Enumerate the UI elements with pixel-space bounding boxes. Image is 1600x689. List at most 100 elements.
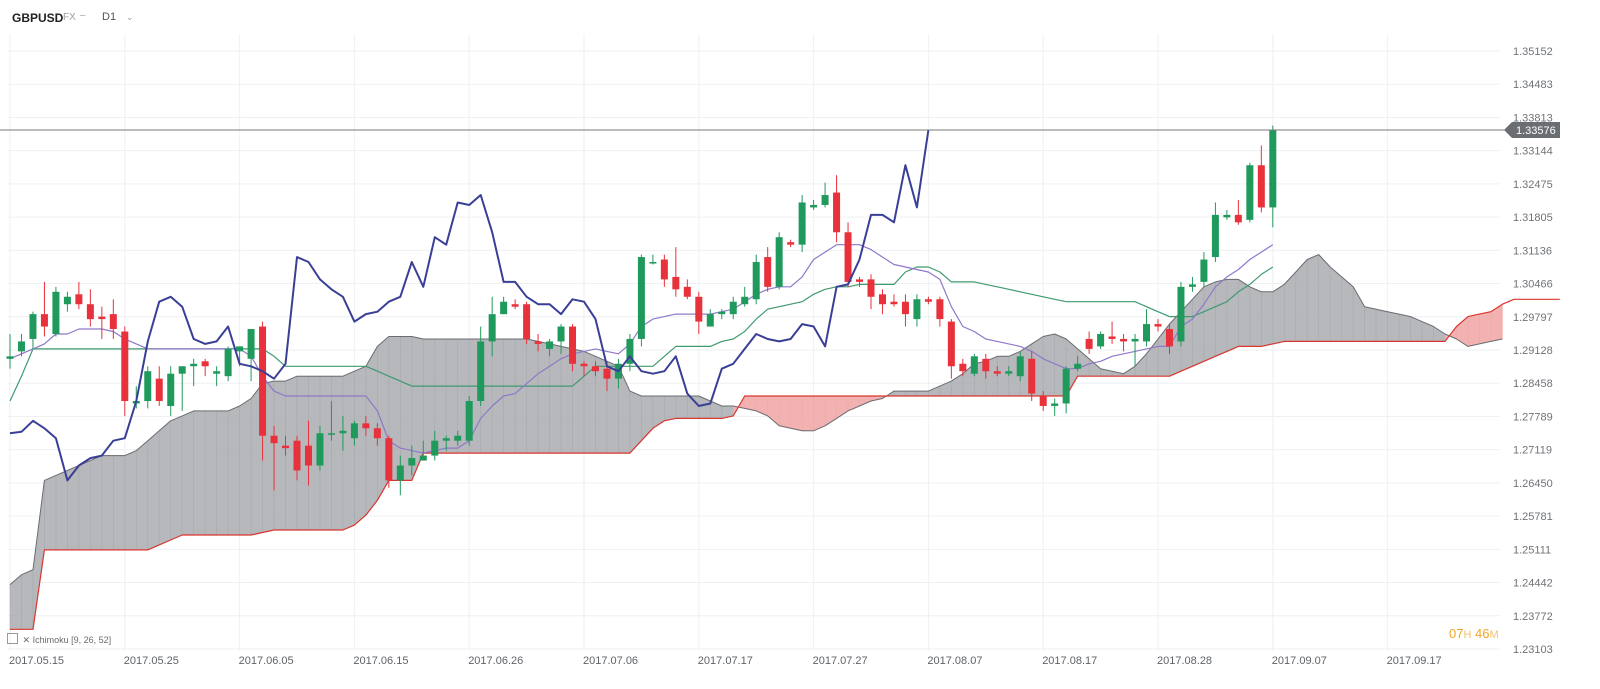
candle-body: [1165, 329, 1173, 347]
candle-body: [729, 301, 737, 315]
kumo-cloud-segment: [170, 415, 183, 541]
kumo-cloud-segment: [537, 341, 550, 454]
kumo-cloud-segment: [1261, 291, 1274, 347]
kumo-cloud-segment: [331, 375, 344, 531]
candle-body: [534, 341, 542, 344]
candle-body: [970, 356, 978, 374]
kumo-cloud-segment: [193, 410, 206, 536]
candle-body: [591, 366, 599, 372]
indicator-close-icon[interactable]: ✕: [22, 635, 31, 645]
kumo-cloud-segment: [514, 338, 527, 454]
kumo-cloud-segment: [1387, 311, 1400, 342]
kumo-cloud-segment: [1226, 279, 1239, 352]
candle-body: [201, 361, 209, 367]
kumo-cloud-segment: [434, 338, 447, 454]
candle-body: [1005, 371, 1013, 374]
kumo-cloud-segment: [90, 455, 103, 551]
candle-body: [901, 301, 909, 315]
kumo-cloud-segment: [354, 365, 367, 526]
kumo-cloud-segment: [55, 470, 68, 551]
timer-minutes-unit: M: [1489, 629, 1499, 641]
timeframe-chevron-down-icon[interactable]: ⌄: [126, 12, 134, 22]
candle-body: [109, 314, 117, 330]
kumo-cloud-segment: [1203, 281, 1216, 362]
x-axis-tick-label: 2017.06.15: [353, 655, 408, 667]
candle-body: [454, 435, 462, 441]
x-axis-tick-label: 2017.06.05: [239, 655, 294, 667]
timer-minutes: 46: [1475, 626, 1490, 641]
candle-body: [431, 440, 439, 456]
kumo-cloud-segment: [1352, 285, 1365, 342]
x-axis-tick-label: 2017.08.17: [1042, 655, 1097, 667]
kumo-cloud-segment: [273, 380, 286, 531]
x-axis-tick-label: 2017.07.06: [583, 655, 638, 667]
candle-body: [511, 304, 519, 307]
x-axis-tick-label: 2017.05.15: [9, 655, 64, 667]
kumo-cloud-segment: [1249, 286, 1262, 347]
candle-body: [924, 299, 932, 302]
kumo-cloud-segment: [491, 338, 504, 454]
timeframe-selector[interactable]: D1: [102, 11, 117, 23]
candle-body: [1269, 130, 1277, 208]
kumo-cloud-segment: [124, 450, 137, 551]
x-axis-tick-label: 2017.05.25: [124, 655, 179, 667]
candle-body: [236, 346, 244, 352]
kumo-cloud-segment: [422, 338, 436, 454]
kumo-cloud-segment: [664, 395, 677, 422]
candle-body: [500, 301, 508, 315]
kumo-cloud-segment: [813, 395, 826, 432]
candle-body: [649, 262, 657, 264]
candle-body: [167, 373, 175, 406]
candle-body: [569, 326, 577, 364]
candle-body: [810, 204, 818, 208]
candle-body: [270, 435, 278, 444]
timer-hours-unit: H: [1463, 629, 1472, 641]
candle-body: [213, 371, 221, 374]
candle-body: [959, 363, 967, 372]
kumo-cloud-segment: [181, 410, 194, 536]
kumo-cloud-segment: [1077, 348, 1090, 377]
candle-body: [121, 331, 129, 401]
market-label: FX: [63, 12, 76, 23]
candle-body: [982, 358, 990, 372]
candle-body: [706, 314, 714, 327]
kumo-cloud-segment: [147, 430, 160, 551]
symbol-selector[interactable]: GBPUSD: [12, 11, 64, 25]
kumo-cloud-segment: [996, 356, 1010, 397]
y-axis-tick-label: 1.27119: [1513, 445, 1552, 457]
y-axis-tick-label: 1.34483: [1513, 79, 1553, 91]
candle-body: [1188, 284, 1196, 287]
market-dropdown-icon[interactable]: –: [80, 10, 86, 21]
x-axis-tick-label: 2017.09.07: [1272, 655, 1327, 667]
candle-body: [1200, 259, 1208, 282]
kumo-cloud-segment: [1146, 338, 1159, 377]
candle-body: [764, 257, 772, 287]
candle-body: [304, 445, 312, 466]
indicator-params: [9, 26, 52]: [71, 635, 112, 645]
candle-body: [913, 299, 921, 320]
kumo-cloud-segment: [1433, 325, 1446, 342]
candle-body: [844, 232, 852, 282]
kumo-cloud-segment: [1042, 333, 1055, 397]
candle-body: [1211, 214, 1219, 258]
timer-hours: 07: [1449, 626, 1464, 641]
chikou-span-line: [9, 129, 930, 482]
candle-body: [821, 195, 829, 205]
candle-body: [29, 314, 37, 339]
indicator-settings-icon[interactable]: [7, 633, 18, 644]
kumo-cloud-segment: [652, 395, 665, 429]
candle-body: [947, 321, 955, 367]
kumo-cloud-segment: [239, 397, 252, 536]
candle-body: [293, 440, 301, 471]
candle-body: [1223, 214, 1231, 218]
y-axis-tick-label: 1.24442: [1513, 578, 1553, 590]
candle-body: [282, 445, 290, 449]
kumo-cloud-segment: [916, 390, 929, 397]
candle-body: [75, 294, 83, 305]
candle-body: [488, 314, 496, 342]
y-axis-tick-label: 1.31136: [1513, 245, 1552, 257]
candle-body: [546, 341, 554, 349]
candle-body: [936, 299, 944, 320]
kumo-cloud-segment: [1295, 258, 1308, 342]
